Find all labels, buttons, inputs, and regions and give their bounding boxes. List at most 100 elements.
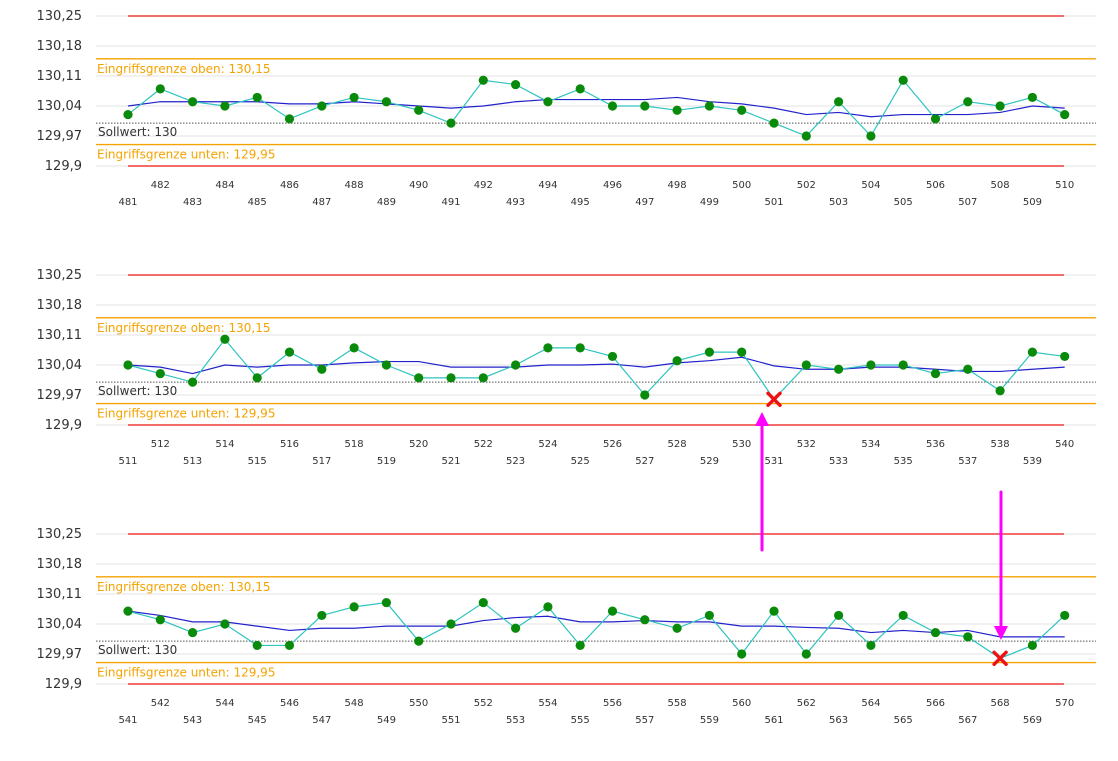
x-tick-label: 561 bbox=[764, 715, 783, 726]
data-point[interactable] bbox=[607, 101, 618, 111]
data-point[interactable] bbox=[446, 373, 456, 383]
data-point[interactable] bbox=[801, 649, 811, 659]
data-point[interactable] bbox=[155, 368, 165, 379]
data-point[interactable] bbox=[381, 597, 391, 608]
data-point[interactable] bbox=[898, 75, 908, 85]
data-point[interactable] bbox=[898, 360, 908, 370]
data-point[interactable] bbox=[866, 131, 876, 141]
data-point[interactable] bbox=[640, 390, 650, 400]
data-point[interactable] bbox=[930, 114, 941, 124]
data-point[interactable] bbox=[414, 636, 424, 646]
data-point[interactable] bbox=[834, 364, 844, 374]
data-point[interactable] bbox=[801, 131, 811, 141]
data-point[interactable] bbox=[349, 92, 359, 103]
data-point[interactable] bbox=[478, 75, 488, 85]
data-point[interactable] bbox=[801, 360, 811, 370]
data-point[interactable] bbox=[575, 84, 585, 94]
data-point[interactable] bbox=[123, 360, 133, 370]
arrow-head bbox=[994, 626, 1008, 640]
data-point[interactable] bbox=[414, 373, 424, 383]
data-point[interactable] bbox=[349, 343, 359, 353]
data-point[interactable] bbox=[349, 602, 359, 612]
data-point[interactable] bbox=[543, 97, 553, 107]
data-point[interactable] bbox=[252, 373, 262, 383]
data-point[interactable] bbox=[317, 364, 327, 374]
x-tick-label: 542 bbox=[151, 698, 170, 709]
data-point[interactable] bbox=[704, 347, 715, 357]
data-point[interactable] bbox=[155, 615, 165, 625]
data-point[interactable] bbox=[123, 109, 133, 120]
data-point[interactable] bbox=[607, 606, 618, 616]
data-point[interactable] bbox=[123, 606, 133, 616]
data-point[interactable] bbox=[317, 101, 327, 111]
data-point[interactable] bbox=[220, 619, 230, 629]
data-point[interactable] bbox=[704, 610, 715, 621]
data-point[interactable] bbox=[1060, 610, 1070, 621]
data-point[interactable] bbox=[478, 597, 488, 608]
data-point[interactable] bbox=[866, 360, 876, 370]
data-point[interactable] bbox=[510, 79, 521, 90]
data-point[interactable] bbox=[995, 101, 1005, 111]
data-point[interactable] bbox=[220, 101, 230, 111]
data-point[interactable] bbox=[1060, 351, 1070, 362]
data-point[interactable] bbox=[769, 118, 779, 128]
data-point[interactable] bbox=[866, 640, 876, 651]
data-point[interactable] bbox=[478, 373, 488, 383]
data-point[interactable] bbox=[188, 97, 198, 107]
data-point[interactable] bbox=[510, 360, 521, 370]
data-point[interactable] bbox=[930, 627, 941, 638]
data-point[interactable] bbox=[188, 627, 198, 638]
data-point[interactable] bbox=[575, 343, 585, 353]
data-point[interactable] bbox=[317, 610, 327, 621]
data-point[interactable] bbox=[188, 377, 198, 387]
data-point[interactable] bbox=[284, 640, 295, 651]
data-point[interactable] bbox=[672, 623, 682, 633]
data-point[interactable] bbox=[607, 351, 618, 362]
data-point[interactable] bbox=[575, 640, 585, 651]
data-point[interactable] bbox=[737, 347, 747, 357]
violation-marker[interactable] bbox=[766, 391, 782, 407]
data-point[interactable] bbox=[510, 623, 521, 633]
data-point[interactable] bbox=[220, 334, 230, 344]
data-point[interactable] bbox=[543, 343, 553, 353]
data-point[interactable] bbox=[1027, 347, 1037, 357]
data-point[interactable] bbox=[381, 360, 391, 370]
data-point[interactable] bbox=[155, 84, 165, 94]
data-point[interactable] bbox=[769, 606, 779, 616]
x-tick-label: 540 bbox=[1055, 439, 1074, 450]
data-point[interactable] bbox=[834, 97, 844, 107]
data-point[interactable] bbox=[963, 632, 973, 642]
data-point[interactable] bbox=[640, 615, 650, 625]
data-point[interactable] bbox=[963, 364, 973, 374]
data-point[interactable] bbox=[834, 610, 844, 621]
data-point[interactable] bbox=[446, 619, 456, 629]
x-tick-label: 548 bbox=[345, 698, 364, 709]
data-point[interactable] bbox=[1027, 92, 1037, 103]
x-tick-label: 567 bbox=[958, 715, 977, 726]
data-point[interactable] bbox=[1027, 640, 1037, 651]
data-point[interactable] bbox=[898, 610, 908, 621]
x-tick-label: 496 bbox=[603, 180, 622, 191]
data-point[interactable] bbox=[446, 118, 456, 128]
data-point[interactable] bbox=[414, 105, 424, 115]
data-point[interactable] bbox=[963, 97, 973, 107]
data-point[interactable] bbox=[704, 101, 715, 111]
data-point[interactable] bbox=[930, 368, 941, 379]
data-point[interactable] bbox=[672, 356, 682, 366]
violation-marker[interactable] bbox=[992, 650, 1008, 666]
data-point[interactable] bbox=[284, 347, 295, 357]
data-point[interactable] bbox=[737, 649, 747, 659]
data-point[interactable] bbox=[381, 97, 391, 107]
data-point[interactable] bbox=[640, 101, 650, 111]
data-point[interactable] bbox=[252, 92, 262, 103]
data-point[interactable] bbox=[543, 602, 553, 612]
data-point[interactable] bbox=[284, 114, 295, 124]
violation-cross-stroke bbox=[992, 650, 1008, 666]
data-point[interactable] bbox=[737, 105, 747, 115]
data-point[interactable] bbox=[672, 105, 682, 115]
data-point[interactable] bbox=[252, 640, 262, 651]
data-point[interactable] bbox=[995, 386, 1005, 396]
x-tick-label: 515 bbox=[248, 456, 267, 467]
x-tick-label: 484 bbox=[215, 180, 234, 191]
data-point[interactable] bbox=[1060, 109, 1070, 120]
